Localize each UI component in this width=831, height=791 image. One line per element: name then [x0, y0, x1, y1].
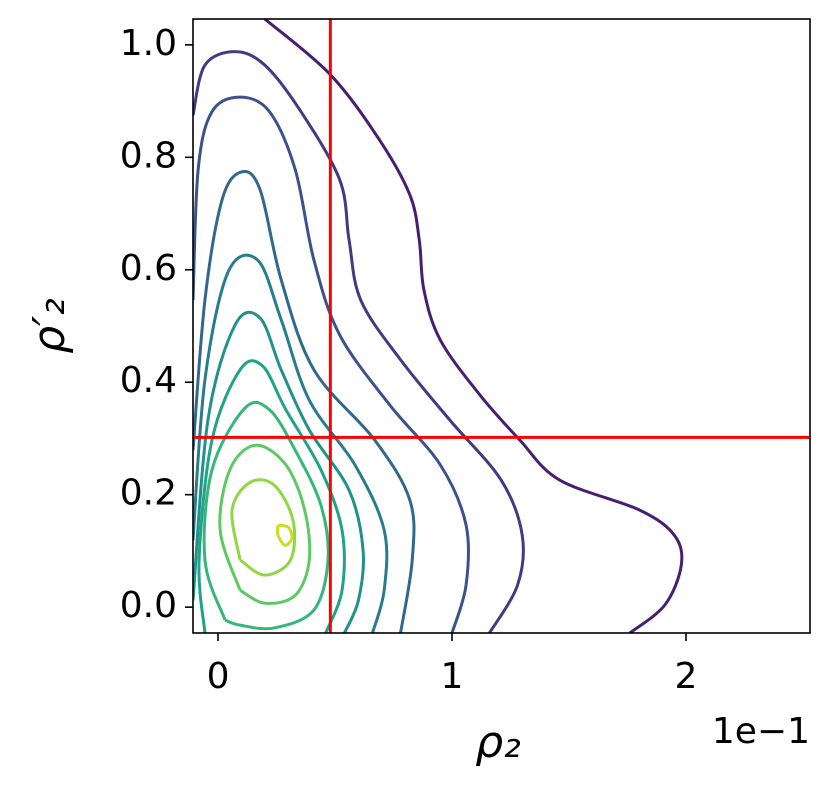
- contour-line: [230, 478, 297, 577]
- x-offset-label: 1e−1: [712, 711, 810, 752]
- contour-line: [193, 253, 389, 633]
- axes-frame: [192, 18, 811, 634]
- x-axis-label: ρ₂: [475, 717, 521, 768]
- y-axis-label: ρ′₂: [24, 298, 75, 354]
- y-tick-label: 0.6: [120, 248, 177, 289]
- contour-line: [202, 400, 330, 631]
- contour-line: [193, 169, 416, 633]
- contour-line: [275, 523, 294, 547]
- contour-line: [193, 50, 525, 633]
- x-tick-label: 0: [207, 656, 230, 697]
- y-tick-label: 0.4: [120, 360, 177, 401]
- contour-line: [263, 19, 684, 633]
- x-tick-label: 1: [441, 656, 464, 697]
- y-tick-label: 0.8: [120, 135, 177, 176]
- contour-line: [193, 310, 365, 633]
- contour-line: [218, 443, 312, 605]
- y-tick-label: 1.0: [120, 23, 177, 64]
- x-tick-label: 2: [675, 656, 698, 697]
- plot-area: [193, 19, 810, 633]
- contour-line: [197, 359, 346, 633]
- contour-line: [193, 95, 471, 633]
- y-tick-label: 0.2: [120, 473, 177, 514]
- y-tick-label: 0.0: [120, 585, 177, 626]
